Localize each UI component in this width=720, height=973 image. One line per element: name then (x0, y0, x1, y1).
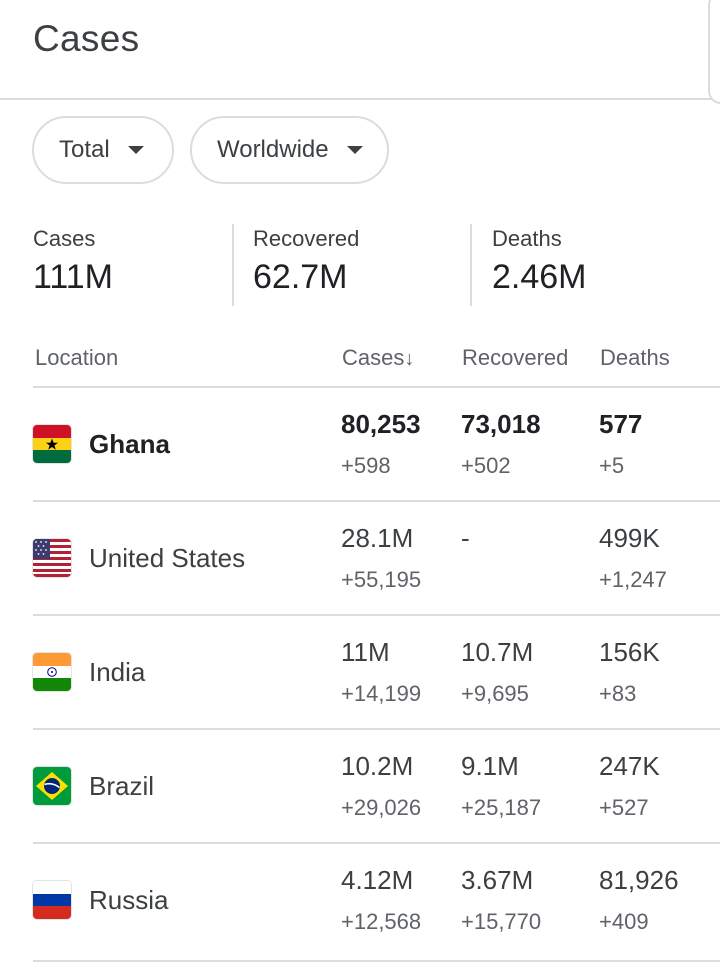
table-row[interactable]: India 11M +14,199 10.7M +9,695 156K +83 (0, 616, 720, 730)
dropdown-caret-icon (346, 146, 363, 154)
summary-divider (470, 224, 472, 306)
summary-recovered-value: 62.7M (253, 258, 348, 296)
page-title: Cases (33, 18, 140, 59)
cases-delta: +14,199 (341, 681, 422, 706)
ghana-flag-icon (33, 425, 71, 463)
deaths-delta: +5 (599, 453, 625, 478)
cases-delta: +55,195 (341, 567, 422, 592)
deaths-value: 156K (599, 637, 660, 667)
deaths-delta: +409 (599, 909, 649, 934)
table-row[interactable]: Russia 4.12M +12,568 3.67M +15,770 81,92… (0, 844, 720, 958)
usa-flag-icon (33, 539, 71, 577)
recovered-delta: +9,695 (461, 681, 529, 706)
brazil-flag-icon (33, 767, 71, 805)
row-divider (33, 614, 720, 616)
row-divider (33, 960, 720, 962)
russia-flag-icon (33, 881, 71, 919)
cases-value: 10.2M (341, 751, 414, 781)
summary-deaths-label: Deaths (492, 226, 562, 251)
deaths-value: 81,926 (599, 865, 679, 895)
sort-arrow-down-icon: ↓ (404, 348, 415, 370)
india-flag-icon (33, 653, 71, 691)
total-filter-dropdown[interactable]: Total (32, 116, 174, 184)
column-header-location[interactable]: Location (35, 345, 119, 370)
deaths-value: 577 (599, 409, 643, 439)
total-filter-label: Total (59, 136, 110, 163)
header-bar: Cases (0, 0, 720, 104)
summary-divider (232, 224, 234, 306)
column-header-cases-label: Cases (342, 345, 405, 370)
recovered-delta: +502 (461, 453, 511, 478)
dropdown-caret-icon (127, 146, 144, 154)
deaths-delta: +83 (599, 681, 637, 706)
row-divider (33, 728, 720, 730)
region-filter-label: Worldwide (217, 136, 329, 163)
country-name: United States (89, 543, 246, 573)
recovered-value: 73,018 (461, 409, 541, 439)
recovered-value: 9.1M (461, 751, 519, 781)
summary-recovered-label: Recovered (253, 226, 360, 251)
cases-delta: +29,026 (341, 795, 422, 820)
cases-value: 11M (341, 637, 390, 667)
summary-cases-label: Cases (33, 226, 96, 251)
deaths-delta: +1,247 (599, 567, 667, 592)
deaths-delta: +527 (599, 795, 649, 820)
summary-deaths-value: 2.46M (492, 258, 587, 296)
recovered-delta: +15,770 (461, 909, 542, 934)
row-divider (33, 500, 720, 502)
row-divider (33, 842, 720, 844)
country-name: Brazil (89, 771, 155, 801)
recovered-value: 10.7M (461, 637, 534, 667)
summary-cases: Cases 111M (33, 226, 113, 297)
country-name: India (89, 657, 146, 687)
table-row[interactable]: Brazil 10.2M +29,026 9.1M +25,187 247K +… (0, 730, 720, 844)
cases-delta: +598 (341, 453, 391, 478)
column-header-recovered[interactable]: Recovered (462, 345, 569, 370)
recovered-delta: +25,187 (461, 795, 542, 820)
summary-deaths: Deaths 2.46M (492, 226, 587, 297)
table-row[interactable]: Ghana 80,253 +598 73,018 +502 577 +5 (0, 388, 720, 502)
column-header-deaths[interactable]: Deaths (600, 345, 670, 370)
cases-delta: +12,568 (341, 909, 422, 934)
deaths-value: 499K (599, 523, 660, 553)
panel-edge (708, 0, 720, 104)
cases-value: 4.12M (341, 865, 414, 895)
table-row[interactable]: United States 28.1M +55,195 - 499K +1,24… (0, 502, 720, 616)
recovered-value: - (461, 523, 470, 553)
header-divider (33, 386, 720, 388)
summary-cases-value: 111M (33, 258, 114, 296)
cases-value: 28.1M (341, 523, 414, 553)
region-filter-dropdown[interactable]: Worldwide (190, 116, 389, 184)
cases-value: 80,253 (341, 409, 421, 439)
column-header-cases[interactable]: Cases↓ (342, 345, 414, 371)
summary-recovered: Recovered 62.7M (253, 226, 359, 297)
recovered-value: 3.67M (461, 865, 534, 895)
country-name: Russia (89, 885, 169, 915)
country-name: Ghana (89, 429, 170, 459)
deaths-value: 247K (599, 751, 660, 781)
